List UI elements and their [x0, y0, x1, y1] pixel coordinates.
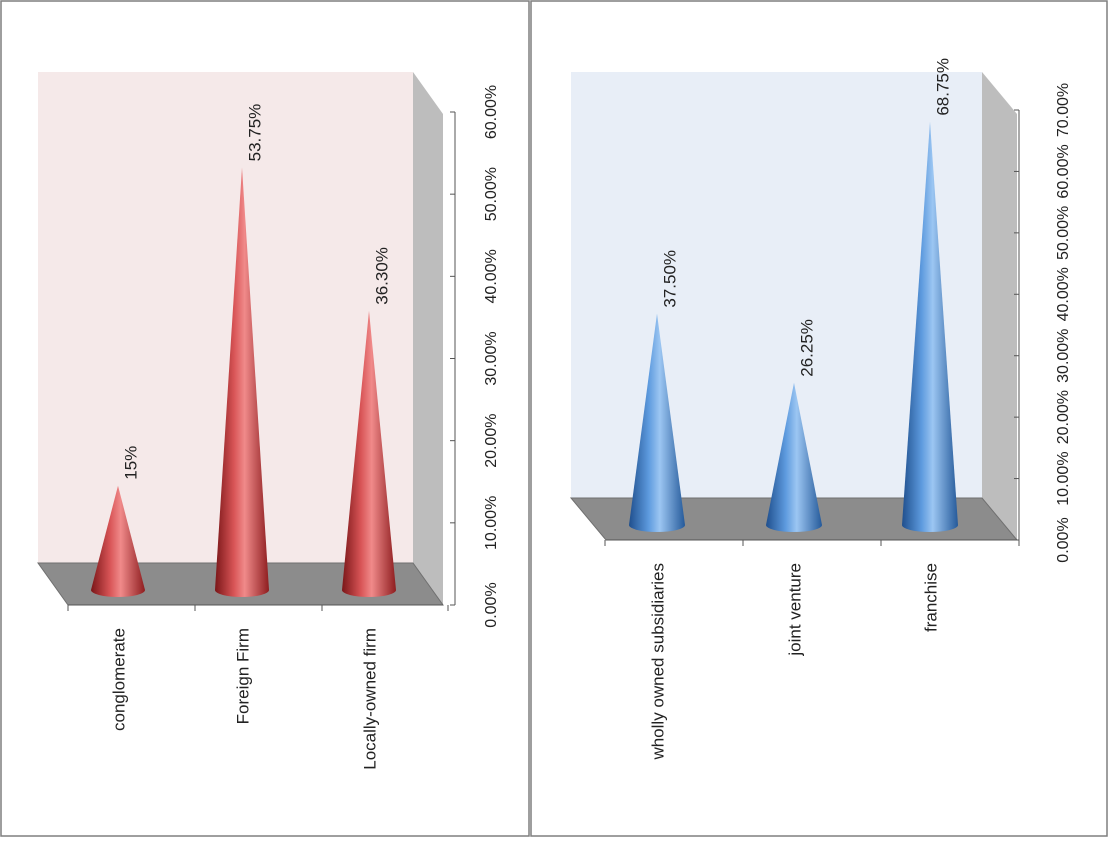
value-tick-label: 0.00%	[1055, 517, 1072, 562]
value-tick-label: 10.00%	[483, 496, 500, 550]
cone-firm-1	[215, 167, 269, 597]
value-tick-label: 20.00%	[483, 414, 500, 468]
cone-firm-2	[342, 310, 396, 597]
cone-firm-0	[91, 485, 145, 597]
value-tick-label: 40.00%	[1055, 267, 1072, 321]
cone-mode-2	[902, 121, 958, 532]
value-tick-label: 60.00%	[1055, 144, 1072, 198]
data-label: 53.75%	[245, 104, 264, 162]
value-tick-label: 10.00%	[1055, 451, 1072, 505]
value-tick-label: 40.00%	[483, 249, 500, 303]
data-label: 37.50%	[660, 250, 679, 308]
side-wall	[982, 72, 1017, 540]
value-tick-label: 20.00%	[1055, 390, 1072, 444]
category-label: Locally-owned firm	[360, 628, 379, 770]
category-label: Foreign Firm	[233, 628, 252, 724]
data-label: 26.25%	[797, 319, 816, 377]
data-label: 36.30%	[372, 247, 391, 305]
cone-mode-1	[766, 382, 822, 532]
category-label: joint venture	[785, 563, 804, 657]
data-label: 68.75%	[933, 58, 952, 116]
data-label: 15%	[121, 446, 140, 480]
category-label: franchise	[921, 563, 940, 632]
side-wall	[413, 72, 443, 605]
category-label: conglomerate	[109, 628, 128, 731]
value-tick-label: 30.00%	[483, 331, 500, 385]
value-tick-label: 50.00%	[483, 167, 500, 221]
chart-firm-type: 0.00% 10.00% 20.00% 30.00% 40.00% 50.00% 60.00…	[37, 72, 500, 770]
category-label: wholly owned subsidiaries	[648, 563, 667, 761]
cone-mode-0	[629, 313, 685, 532]
value-tick-label: 50.00%	[1055, 206, 1072, 260]
chart-entry-mode: 0.00% 10.00% 20.00% 30.00% 40.00% 50.00% 60.00…	[569, 58, 1072, 761]
value-tick-label: 0.00%	[483, 582, 500, 627]
value-tick-label: 30.00%	[1055, 329, 1072, 383]
value-tick-label: 60.00%	[483, 85, 500, 139]
value-tick-label: 70.00%	[1055, 83, 1072, 137]
